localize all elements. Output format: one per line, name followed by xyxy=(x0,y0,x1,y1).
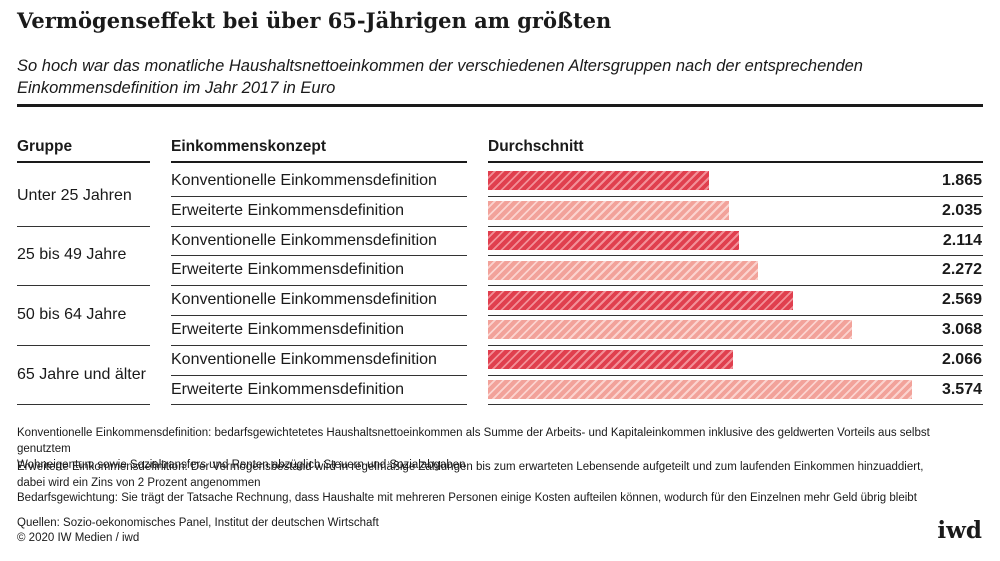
footnote-2-line-2: dabei wird ein Zins von 2 Prozent angeno… xyxy=(17,477,261,489)
row-divider xyxy=(488,225,983,227)
bar-erw xyxy=(488,260,758,280)
column-header-concept: Einkommenskonzept xyxy=(171,138,327,155)
chart-subtitle: So hoch war das monatliche Haushaltsnett… xyxy=(17,55,977,99)
value-label: 1.865 xyxy=(941,171,982,189)
row-divider xyxy=(488,195,983,197)
group-divider xyxy=(17,344,150,346)
group-label: 50 bis 64 Jahre xyxy=(17,306,127,323)
concept-label: Erweiterte Einkommensdefinition xyxy=(171,320,404,338)
row-divider xyxy=(171,285,467,287)
copyright-line: © 2020 IW Medien / iwd xyxy=(17,532,140,544)
row-divider xyxy=(171,195,467,197)
group-label: Unter 25 Jahren xyxy=(17,186,132,204)
bar-conv xyxy=(488,290,793,310)
value-label: 3.068 xyxy=(941,320,982,338)
bar-erw xyxy=(488,380,912,399)
bar-conv xyxy=(488,350,734,370)
row-divider xyxy=(488,285,983,287)
group-divider xyxy=(17,404,150,406)
concept-label: Konventionelle Einkommensdefinition xyxy=(171,350,437,368)
value-label: 2.066 xyxy=(941,350,982,368)
row-divider xyxy=(171,315,467,316)
column-header-average: Durchschnitt xyxy=(488,138,584,155)
bar-erw xyxy=(488,320,852,340)
title-rule xyxy=(17,104,983,107)
iwd-logo: iwd xyxy=(937,517,982,544)
concept-label: Erweiterte Einkommensdefinition xyxy=(171,261,404,279)
value-label: 2.035 xyxy=(941,201,982,219)
value-label: 2.272 xyxy=(941,261,982,279)
bar-conv xyxy=(488,231,739,250)
concept-label: Erweiterte Einkommensdefinition xyxy=(171,201,404,219)
row-divider xyxy=(488,374,983,376)
group-label: 65 Jahre und älter xyxy=(17,365,146,383)
value-label: 3.574 xyxy=(941,380,982,398)
row-divider xyxy=(171,255,467,257)
bar-conv xyxy=(488,171,710,191)
row-divider xyxy=(488,404,983,406)
concept-label: Konventionelle Einkommensdefinition xyxy=(171,231,437,249)
subtitle-line-2: Einkommensdefinition im Jahr 2017 in Eur… xyxy=(17,79,336,97)
group-label: 25 bis 49 Jahre xyxy=(17,246,127,264)
row-divider xyxy=(488,315,983,316)
group-divider xyxy=(17,225,150,227)
footnote-1-line-1: Konventionelle Einkommensdefinition: bed… xyxy=(17,427,930,455)
chart-title: Vermögenseffekt bei über 65-Jährigen am … xyxy=(17,8,612,33)
footnote-extended-definition: Erweiterte Einkommensdefinition: Der Ver… xyxy=(17,459,983,491)
concept-label: Konventionelle Einkommensdefinition xyxy=(171,291,437,309)
value-label: 2.569 xyxy=(941,291,982,309)
row-divider xyxy=(488,255,983,257)
bar-erw xyxy=(488,201,730,221)
concept-label: Konventionelle Einkommensdefinition xyxy=(171,171,437,189)
concept-label: Erweiterte Einkommensdefinition xyxy=(171,380,404,398)
footnote-2-line-1: Erweiterte Einkommensdefinition: Der Ver… xyxy=(17,461,924,473)
source-line: Quellen: Sozio-oekonomisches Panel, Inst… xyxy=(17,517,379,529)
header-underline-average xyxy=(488,161,983,163)
footnote-weighting: Bedarfsgewichtung: Sie trägt der Tatsach… xyxy=(17,492,917,504)
column-header-group: Gruppe xyxy=(17,138,73,155)
row-divider xyxy=(171,344,467,346)
group-divider xyxy=(17,285,150,287)
row-divider xyxy=(171,374,467,376)
row-divider xyxy=(488,344,983,346)
header-underline-concept xyxy=(171,161,467,163)
footnote-conventional-definition: Konventionelle Einkommensdefinition: bed… xyxy=(17,425,983,473)
subtitle-line-1: So hoch war das monatliche Haushaltsnett… xyxy=(17,57,863,75)
footnote-1-line-2: Wohneigentum sowie Sozialtransfers und R… xyxy=(17,459,466,471)
header-underline-group xyxy=(17,161,150,163)
row-divider xyxy=(171,225,467,227)
value-label: 2.114 xyxy=(942,231,982,249)
row-divider xyxy=(171,404,467,406)
